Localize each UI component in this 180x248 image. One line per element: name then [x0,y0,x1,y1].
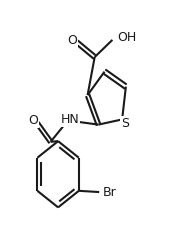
Text: Br: Br [102,186,116,199]
Text: O: O [67,34,77,47]
Text: HN: HN [61,113,80,126]
Text: OH: OH [117,31,136,44]
Text: S: S [121,117,129,130]
Text: O: O [28,114,38,127]
